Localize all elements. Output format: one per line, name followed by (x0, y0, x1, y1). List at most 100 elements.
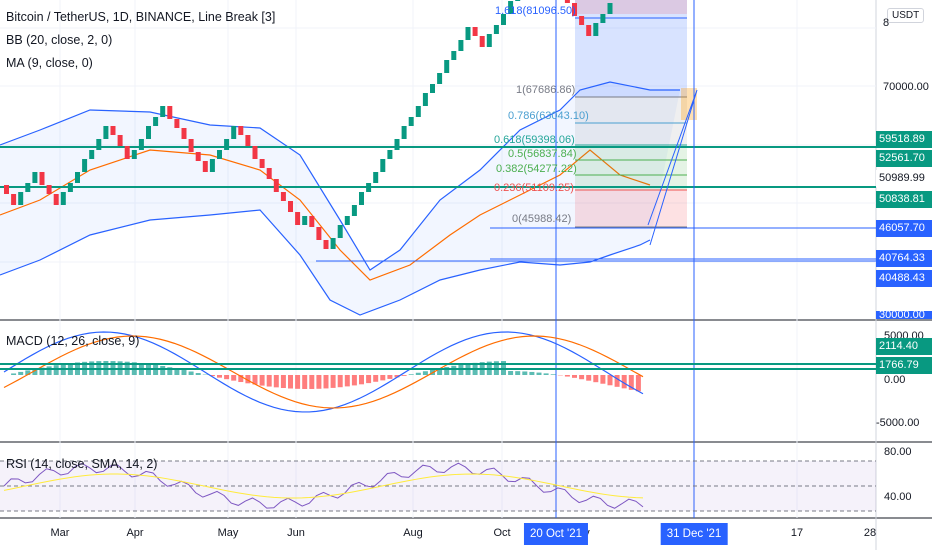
macd-hist-bar-88 (628, 375, 634, 390)
price-brick-25 (181, 128, 187, 139)
price-brick-83 (593, 23, 599, 36)
macd-hist-bar-35 (252, 375, 258, 385)
macd-hist-bar-89 (635, 375, 641, 392)
price-brick-53 (380, 159, 386, 172)
price-brick-20 (146, 126, 151, 139)
time-tick-apr: Apr (126, 527, 144, 539)
time-tick-may: May (217, 527, 239, 539)
fib-zone-lower (575, 190, 687, 227)
price-brick-43 (309, 216, 315, 227)
bb-indicator-label[interactable]: BB (20, close, 2, 0) (6, 33, 113, 47)
price-brick-34 (245, 135, 251, 146)
macd-hist-bar-27 (195, 373, 201, 375)
price-brick-22 (160, 106, 166, 117)
macd-hist-bar-41 (295, 375, 301, 389)
fib-level-0786: 0.786(63043.10) (508, 110, 589, 122)
currency-selector[interactable]: USDT (887, 8, 925, 23)
macd-hist-bar-5 (39, 367, 45, 375)
price-brick-57 (408, 117, 414, 126)
rsi-indicator-label[interactable]: RSI (14, close, SMA, 14, 2) (6, 457, 158, 471)
price-brick-24 (174, 119, 180, 128)
price-brick-62 (444, 60, 450, 73)
macd-hist-bar-34 (245, 375, 251, 384)
price-brick-7 (53, 194, 59, 205)
ma-indicator-label[interactable]: MA (9, close, 0) (6, 56, 93, 70)
macd-tick-0: 0.00 (884, 374, 906, 386)
price-brick-40 (288, 201, 293, 212)
time-tick-aug: Aug (403, 527, 423, 539)
macd-indicator-label[interactable]: MACD (12, 26, close, 9) (6, 334, 140, 348)
macd-hist-bar-59 (422, 371, 428, 375)
price-brick-48 (344, 216, 350, 225)
macd-hist-bar-52 (373, 375, 379, 382)
macd-tick-minus5000: -5000.00 (876, 417, 920, 429)
price-label-50989: 50989.99 (876, 170, 932, 187)
macd-hist-bar-83 (593, 375, 599, 383)
fib-zone-extension (575, 0, 687, 97)
price-brick-84 (600, 14, 606, 23)
price-brick-79 (564, 0, 570, 3)
symbol-title[interactable]: Bitcoin / TetherUS, 1D, BINANCE, Line Br… (6, 10, 276, 24)
macd-hist-bar-40 (288, 375, 293, 389)
price-brick-29 (209, 159, 215, 172)
price-brick-42 (302, 216, 308, 225)
price-brick-51 (366, 183, 372, 192)
macd-hist-bar-38 (273, 375, 279, 388)
rsi-tick-40: 40.00 (884, 491, 912, 503)
macd-hist-bar-57 (408, 374, 414, 375)
price-brick-44 (316, 227, 322, 240)
price-brick-65 (465, 27, 471, 40)
price-brick-67 (479, 36, 485, 47)
macd-hist-bar-48 (344, 375, 350, 387)
price-brick-37 (266, 168, 272, 179)
price-brick-18 (131, 150, 137, 159)
macd-hist-bar-47 (337, 375, 343, 388)
macd-signal-line (3, 335, 644, 409)
price-brick-36 (259, 159, 265, 168)
price-brick-6 (46, 185, 52, 194)
price-brick-19 (138, 139, 144, 150)
price-brick-13 (96, 139, 102, 150)
price-brick-55 (394, 139, 400, 150)
macd-hist-bar-81 (579, 375, 585, 380)
macd-hist-bar-29 (209, 375, 215, 377)
macd-hist-bar-72 (515, 371, 521, 375)
price-brick-33 (238, 126, 244, 135)
price-brick-10 (75, 172, 80, 183)
price-label-52561: 52561.70 (876, 150, 932, 167)
price-brick-49 (351, 205, 357, 216)
macd-hist-bar-62 (444, 367, 450, 375)
price-brick-54 (387, 150, 393, 159)
fib-zone-top (575, 0, 687, 14)
macd-hist-bar-37 (266, 375, 272, 387)
time-tick-17: 17 (790, 527, 804, 539)
macd-hist-bar-73 (522, 371, 528, 375)
fib-level-0618: 0.618(59398.06) (494, 134, 575, 146)
macd-hist-bar-84 (600, 375, 606, 384)
price-brick-50 (359, 192, 364, 205)
macd-hist-bar-26 (188, 371, 194, 375)
fib-zone-upper (575, 97, 687, 145)
macd-label-2114: 2114.40 (876, 338, 932, 355)
time-tick-mar: Mar (50, 527, 70, 539)
macd-hist-bar-7 (53, 365, 59, 375)
price-brick-11 (82, 159, 88, 172)
macd-hist-bar-86 (614, 375, 620, 387)
macd-hist-bar-3 (25, 370, 31, 375)
price-brick-14 (103, 126, 109, 139)
time-marker-31dec[interactable]: 31 Dec '21 (660, 523, 728, 545)
price-brick-30 (217, 150, 222, 159)
trend-projection (647, 89, 698, 246)
price-brick-46 (330, 238, 336, 249)
price-brick-1 (11, 194, 17, 205)
price-label-40764: 40764.33 (876, 250, 932, 267)
macd-hist-bar-2 (18, 371, 24, 375)
price-brick-2 (18, 192, 24, 205)
price-tick-partial: 8 (883, 17, 890, 29)
macd-hist-bar-71 (508, 371, 514, 375)
time-marker-20oct[interactable]: 20 Oct '21 (523, 523, 589, 545)
price-tick-70000: 70000.00 (883, 81, 929, 93)
macd-hist-bar-49 (351, 375, 357, 386)
macd-hist-bar-55 (394, 375, 400, 378)
